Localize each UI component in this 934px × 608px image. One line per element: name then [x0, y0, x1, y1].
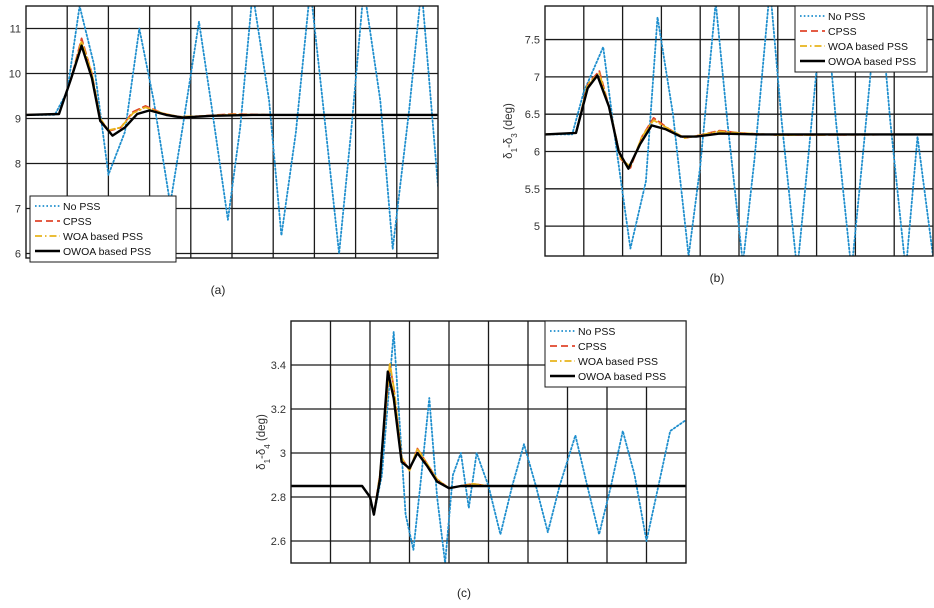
y-tick-label: 5.5 — [525, 184, 540, 196]
legend-label: CPSS — [578, 341, 607, 353]
legend-label: No PSS — [63, 201, 100, 213]
legend-label: WOA based PSS — [578, 356, 658, 368]
legend-label: OWOA based PSS — [63, 246, 151, 258]
axes-frame — [25, 5, 439, 259]
legend: No PSS CPSS WOA based PSS OWOA based PSS — [29, 195, 177, 263]
y-tick-label: 2.6 — [271, 536, 286, 548]
y-tick-label: 3.4 — [271, 360, 286, 372]
series-line-owoa-based-pss — [545, 74, 933, 170]
legend-label: WOA based PSS — [63, 231, 143, 243]
y-tick-label: 10 — [9, 69, 21, 81]
legend: No PSS CPSS WOA based PSS OWOA based PSS — [794, 5, 928, 73]
series-line-no-pss — [291, 331, 686, 563]
legend-label: OWOA based PSS — [828, 56, 916, 68]
axes-frame — [290, 320, 687, 564]
y-tick-label: 6 — [534, 147, 540, 159]
series-line-owoa-based-pss — [291, 370, 686, 516]
panel-caption: (a) — [211, 283, 226, 297]
legend-label: CPSS — [828, 26, 857, 38]
legend: No PSS CPSS WOA based PSS OWOA based PSS — [544, 320, 687, 388]
axes-frame — [544, 5, 934, 257]
y-tick-label: 11 — [10, 24, 21, 36]
legend-label: CPSS — [63, 216, 92, 228]
y-tick-label: 6 — [15, 249, 21, 261]
y-tick-label: 8 — [15, 159, 21, 171]
legend-label: OWOA based PSS — [578, 371, 666, 383]
y-axis-label: δ1-δ4 (deg) — [256, 414, 272, 470]
y-tick-label: 2.8 — [271, 492, 286, 504]
y-tick-label: 5 — [534, 221, 540, 233]
y-tick-label: 3.2 — [271, 404, 286, 416]
series-line-no-pss — [26, 6, 438, 255]
y-tick-label: 7.5 — [525, 35, 540, 47]
legend-label: WOA based PSS — [828, 41, 908, 53]
legend-label: No PSS — [578, 326, 615, 338]
legend-label: No PSS — [828, 11, 865, 23]
y-tick-label: 6.5 — [525, 109, 540, 121]
y-tick-label: 7 — [15, 204, 21, 216]
panel-b: 5 5.5 6 6.5 7 7.5 δ1-δ3 (deg) No PSS CPSS WOA bas… — [503, 5, 934, 285]
series-line-owoa-based-pss — [26, 44, 438, 137]
panel-c: 2.6 2.8 3 3.2 3.4 δ1-δ4 (deg) No PSS CPSS WOA ba… — [256, 320, 687, 600]
y-tick-label: 7 — [534, 72, 540, 84]
y-tick-label: 9 — [15, 114, 21, 126]
panel-a: 6 7 8 9 10 11 No PSS CPSS WOA based PSS OWOA base… — [9, 5, 439, 297]
panel-caption: (b) — [710, 271, 725, 285]
y-axis-label: δ1-δ3 (deg) — [503, 103, 519, 159]
panel-caption: (c) — [457, 586, 471, 600]
y-tick-label: 3 — [280, 448, 286, 460]
